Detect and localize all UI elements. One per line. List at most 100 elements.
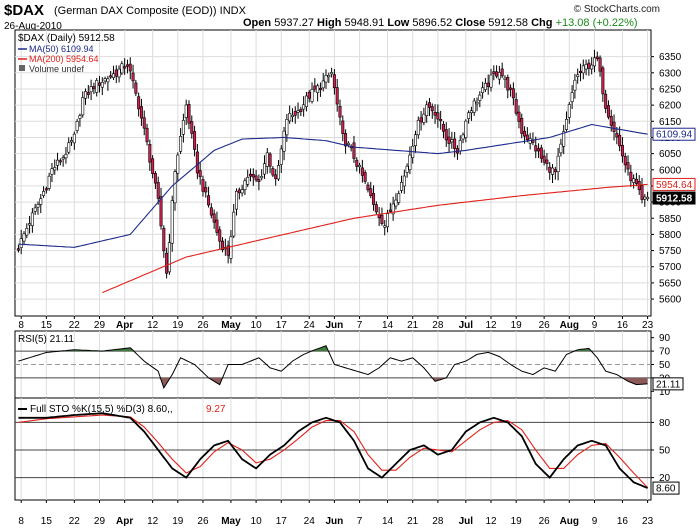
symbol-name: (German DAX Composite (EOD)) [54,5,217,17]
chg-label: Chg [531,17,553,29]
candle-body [386,213,390,228]
sto-tick-label: 20 [659,473,671,484]
candle-body [313,85,317,90]
candle-body [492,71,496,75]
candle-body [400,181,404,191]
candle-body [25,228,29,236]
candle-body [478,94,482,101]
candle-body [42,191,46,196]
candle-body [646,196,650,200]
candle-body [153,173,157,184]
candle-body [53,167,57,171]
candle-body [330,72,334,75]
candle-body [103,78,107,82]
ma50-line [18,123,648,248]
candle-body [235,190,239,210]
close-value: 5912.58 [488,17,529,29]
candle-body [296,110,300,113]
candle-body [604,93,608,109]
price-tick-label: 5800 [659,230,682,241]
x-tick-label: Aug [560,320,579,331]
x-tick-label-bottom: 17 [276,516,288,527]
x-tick-label: 14 [382,320,394,331]
candle-body [601,67,605,95]
candle-body [598,57,602,72]
candle-body [156,182,160,199]
candle-body [142,117,146,129]
x-tick-label-bottom: 12 [147,516,159,527]
candle-body [237,189,241,194]
candle-body [265,152,269,167]
candle-body [114,69,118,77]
price-tick-label: 5700 [659,262,682,273]
x-tick-label-bottom: 26 [197,516,209,527]
x-tick-label: 7 [357,320,363,331]
candle-body [232,211,236,237]
candle-body [567,104,571,118]
candle-body [28,223,32,226]
candle-body [450,139,454,143]
candle-body [131,72,135,82]
sto-value-tag [652,481,680,495]
x-tick-label: 17 [276,320,288,331]
candle-body [279,148,283,165]
x-tick-label-bottom: Apr [116,516,133,527]
candle-body [592,57,596,67]
candle-body [439,119,443,122]
candle-body [369,188,373,197]
x-tick-label: 16 [617,320,629,331]
candle-body [517,111,521,122]
candle-body [212,213,216,223]
candle-body [226,245,230,256]
sto-tick-label: 50 [659,446,671,457]
candle-body [606,105,610,118]
candle-body [562,131,566,147]
price-tag [652,191,696,205]
candle-body [120,63,124,74]
x-tick-label-bottom: 24 [304,516,316,527]
x-tick-label: 12 [485,320,497,331]
candle-body [632,178,636,183]
candle-body [472,100,476,113]
candle-body [542,155,546,163]
chart-date: 26-Aug-2010 [4,21,62,32]
open-label: Open [243,17,272,29]
candle-body [570,92,574,102]
candle-body [50,168,54,175]
sto-legend-title: Full STO %K(15,5) %D(3) 8.60,, [30,404,173,415]
x-tick-label-bottom: 8 [18,516,24,527]
candle-body [366,184,370,191]
price-tick-label: 6050 [659,149,682,160]
candle-body [327,75,331,78]
candle-body [548,166,552,173]
candle-body [84,91,88,99]
candle-body [618,134,622,147]
x-tick-label: 26 [197,320,209,331]
candle-body [139,106,143,119]
candle-body [215,219,219,233]
candle-body [461,134,465,140]
candle-body [243,180,247,190]
candle-body [16,248,20,251]
candle-body [514,99,518,114]
candle-body [626,162,630,170]
x-tick-label: 19 [511,320,523,331]
candle-body [578,70,582,74]
candle-body [240,189,244,194]
candle-body [551,167,555,175]
candle-body [307,91,311,99]
candle-body [179,136,183,152]
candle-body [19,238,23,248]
candle-body [246,177,250,185]
candle-body [372,193,376,205]
candle-body [539,147,543,159]
candle-body [195,151,199,174]
candle-body [167,242,171,273]
candle-body [380,214,384,224]
open-value: 5937.27 [274,17,314,29]
x-tick-label-bottom: 14 [382,516,394,527]
candle-body [310,88,314,102]
candle-body [469,110,473,114]
candle-body [64,154,68,159]
